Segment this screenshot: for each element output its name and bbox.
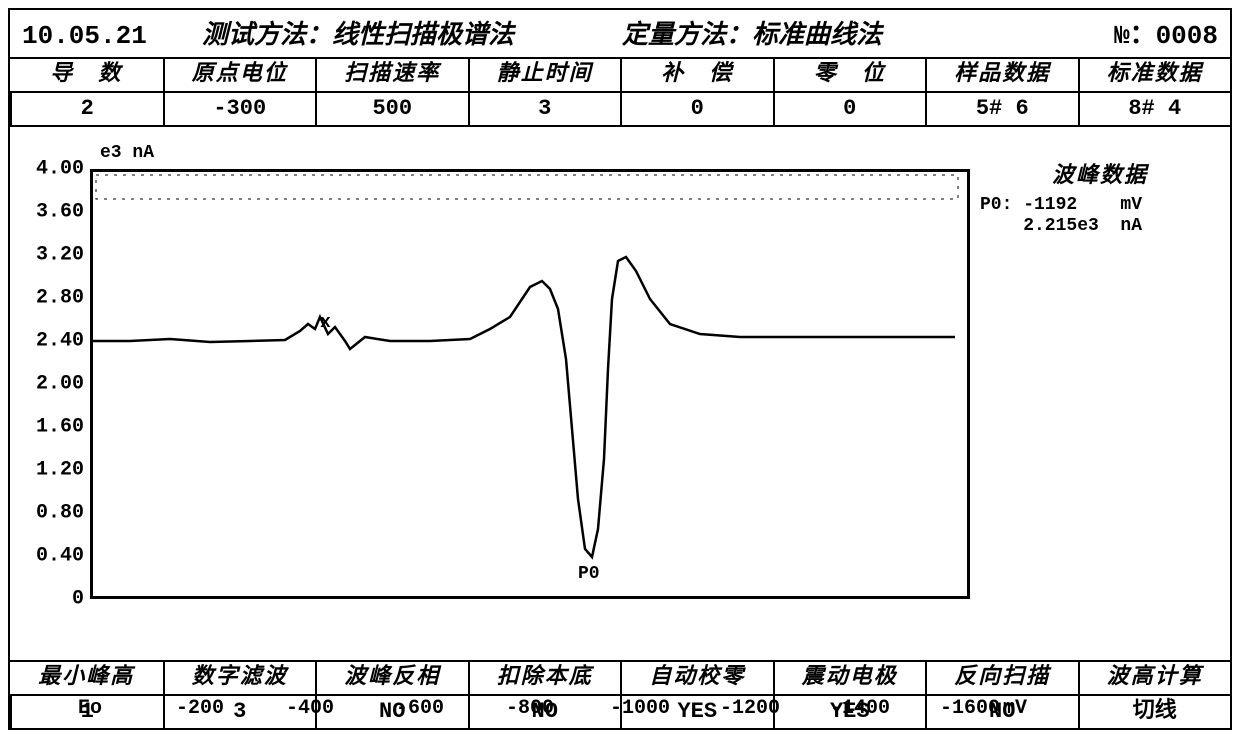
bottom-param-value: 切线 bbox=[1078, 694, 1231, 728]
top-param-table: 导 数原点电位扫描速率静止时间补 偿零 位样品数据标准数据2-300500300… bbox=[10, 57, 1230, 127]
y-tick-label: 0 bbox=[72, 588, 84, 611]
bottom-param-header: 数字滤波 bbox=[163, 662, 316, 694]
y-tick-label: 2.40 bbox=[36, 330, 84, 353]
chart-area: 4.00 3.60 3.20 2.80 2.40 2.00 1.60 1.20 0.80 0.40… bbox=[10, 127, 1230, 667]
header-row: 10.05.21 测试方法：线性扫描极谱法 定量方法：标准曲线法 №：0008 bbox=[10, 10, 1230, 57]
top-param-value: 0 bbox=[620, 91, 773, 125]
peak-info-panel: 波峰数据 P0: -1192 mV 2.215e3 nA bbox=[970, 127, 1230, 667]
top-param-header: 标准数据 bbox=[1078, 59, 1231, 91]
y-tick-label: 4.00 bbox=[36, 158, 84, 181]
y-tick-label: 1.20 bbox=[36, 459, 84, 482]
top-param-value: 5# 6 bbox=[925, 91, 1078, 125]
peak-info-line-1: P0: -1192 mV bbox=[980, 195, 1220, 216]
top-param-value: 2 bbox=[10, 91, 163, 125]
top-param-header: 原点电位 bbox=[163, 59, 316, 91]
bottom-param-value: NO bbox=[315, 694, 468, 728]
y-tick-label: 2.80 bbox=[36, 287, 84, 310]
top-param-value: 500 bbox=[315, 91, 468, 125]
bottom-param-header: 最小峰高 bbox=[10, 662, 163, 694]
y-unit-label: e3 nA bbox=[100, 143, 154, 163]
test-method-value: 线性扫描极谱法 bbox=[332, 21, 514, 51]
top-param-header: 扫描速率 bbox=[315, 59, 468, 91]
top-param-header: 样品数据 bbox=[925, 59, 1078, 91]
plot-border bbox=[90, 169, 970, 599]
app-frame: 10.05.21 测试方法：线性扫描极谱法 定量方法：标准曲线法 №：0008 … bbox=[8, 8, 1232, 730]
bottom-param-header: 扣除本底 bbox=[468, 662, 621, 694]
bottom-param-header: 波高计算 bbox=[1078, 662, 1231, 694]
y-axis: 4.00 3.60 3.20 2.80 2.40 2.00 1.60 1.20 0.80 0.40… bbox=[10, 127, 90, 667]
bottom-param-value: YES bbox=[773, 694, 926, 728]
peak-marker-label: P0 bbox=[578, 564, 600, 584]
bottom-param-value: YES bbox=[620, 694, 773, 728]
quant-method: 定量方法：标准曲线法 bbox=[622, 14, 992, 51]
quant-method-value: 标准曲线法 bbox=[752, 21, 882, 51]
top-param-header: 零 位 bbox=[773, 59, 926, 91]
top-param-header: 补 偿 bbox=[620, 59, 773, 91]
run-no-value: 0008 bbox=[1156, 21, 1218, 51]
bottom-param-table: 最小峰高数字滤波波峰反相扣除本底自动校零震动电极反向扫描波高计算13NONOYE… bbox=[10, 660, 1230, 728]
y-tick-label: 1.60 bbox=[36, 416, 84, 439]
y-tick-label: 2.00 bbox=[36, 373, 84, 396]
quant-method-label: 定量方法： bbox=[622, 21, 752, 51]
run-no-label: №： bbox=[1114, 21, 1156, 51]
bottom-param-value: 1 bbox=[10, 694, 163, 728]
bottom-param-value: NO bbox=[468, 694, 621, 728]
bottom-param-header: 震动电极 bbox=[773, 662, 926, 694]
y-tick-label: 3.60 bbox=[36, 201, 84, 224]
test-method: 测试方法：线性扫描极谱法 bbox=[202, 14, 622, 51]
bottom-param-header: 自动校零 bbox=[620, 662, 773, 694]
top-param-value: 8# 4 bbox=[1078, 91, 1231, 125]
bottom-param-header: 波峰反相 bbox=[315, 662, 468, 694]
top-param-header: 静止时间 bbox=[468, 59, 621, 91]
y-tick-label: 3.20 bbox=[36, 244, 84, 267]
peak-info-title: 波峰数据 bbox=[980, 157, 1220, 189]
y-tick-label: 0.40 bbox=[36, 545, 84, 568]
bottom-param-value: 3 bbox=[163, 694, 316, 728]
bottom-param-value: NO bbox=[925, 694, 1078, 728]
date-label: 10.05.21 bbox=[22, 21, 202, 51]
bottom-param-header: 反向扫描 bbox=[925, 662, 1078, 694]
plot-wrap: e3 nA P0 x Eo-200-400-600-800-1000-1200-… bbox=[90, 169, 970, 667]
top-param-value: -300 bbox=[163, 91, 316, 125]
x-marker: x bbox=[320, 313, 331, 333]
y-tick-label: 0.80 bbox=[36, 502, 84, 525]
peak-info-line-2: 2.215e3 nA bbox=[980, 216, 1220, 237]
top-param-header: 导 数 bbox=[10, 59, 163, 91]
test-method-label: 测试方法： bbox=[202, 21, 332, 51]
top-param-value: 0 bbox=[773, 91, 926, 125]
top-param-value: 3 bbox=[468, 91, 621, 125]
run-number: №：0008 bbox=[992, 14, 1218, 51]
